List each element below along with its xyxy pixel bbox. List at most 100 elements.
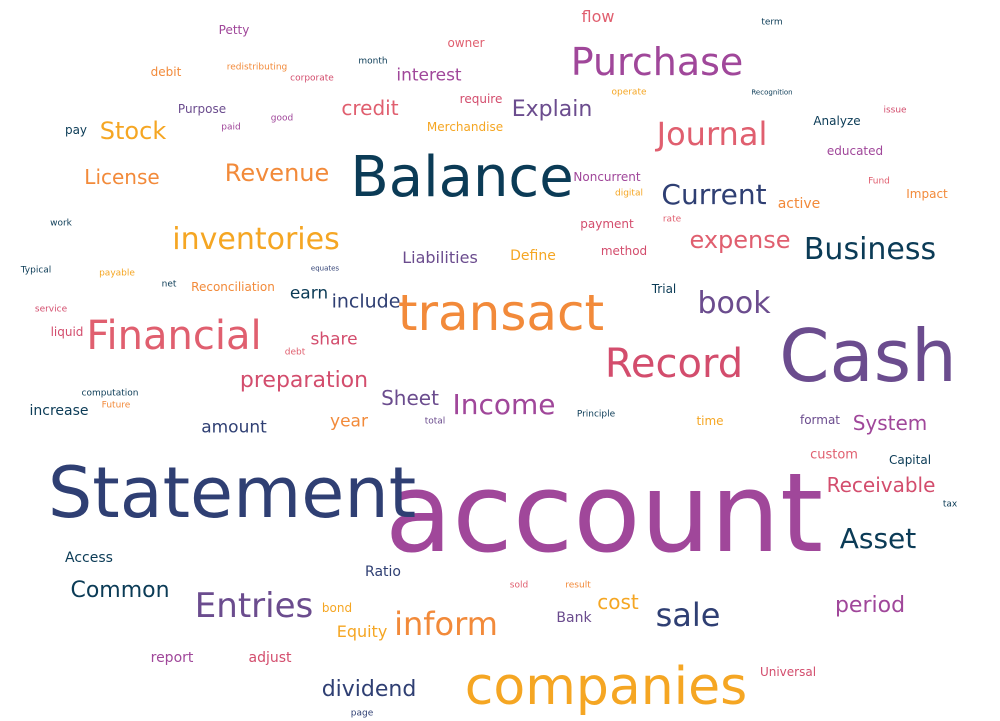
word-account: account [384, 449, 824, 577]
word-issue: issue [883, 105, 907, 116]
word-flow: flow [581, 7, 615, 26]
word-liquid: liquid [50, 325, 84, 339]
word-typical: Typical [20, 265, 52, 276]
word-common: Common [70, 578, 170, 603]
word-sale: sale [655, 596, 721, 634]
word-month: month [358, 56, 388, 67]
word-require: require [459, 92, 503, 106]
word-bond: bond [321, 601, 353, 615]
word-tax: tax [942, 499, 958, 510]
word-share: share [310, 329, 358, 350]
word-service: service [34, 304, 68, 315]
word-define: Define [510, 248, 556, 264]
word-include: include [331, 290, 401, 313]
word-credit: credit [341, 96, 399, 120]
word-transact: transact [397, 284, 605, 342]
word-reconciliation: Reconciliation [191, 280, 275, 294]
word-purchase: Purchase [570, 40, 744, 84]
word-work: work [50, 218, 72, 229]
word-record: Record [604, 341, 744, 387]
word-page: page [350, 708, 374, 719]
word-sold: sold [509, 580, 529, 591]
word-expense: expense [689, 226, 791, 254]
word-access: Access [65, 550, 113, 566]
word-ratio: Ratio [365, 564, 401, 580]
word-asset: Asset [839, 522, 917, 555]
word-digital: digital [615, 188, 643, 199]
word-time: time [696, 414, 724, 428]
word-active: active [777, 196, 821, 212]
word-report: report [150, 650, 194, 666]
word-inventories: inventories [172, 222, 340, 257]
word-interest: interest [396, 65, 462, 86]
word-companies: companies [464, 657, 748, 717]
word-receivable: Receivable [826, 473, 936, 497]
word-future: Future [101, 400, 131, 411]
word-journal: Journal [656, 115, 768, 153]
word-term: term [761, 17, 783, 28]
word-book: book [697, 286, 771, 321]
word-inform: inform [394, 605, 498, 643]
word-entries: Entries [194, 586, 314, 626]
word-payable: payable [99, 268, 135, 279]
word-preparation: preparation [239, 368, 369, 393]
word-fund: Fund [868, 176, 890, 187]
word-explain: Explain [511, 97, 593, 122]
word-debt: debt [284, 347, 306, 358]
word-income: Income [452, 388, 556, 421]
word-cash: Cash [779, 314, 957, 398]
word-capital: Capital [888, 453, 932, 467]
word-earn: earn [289, 283, 329, 304]
word-redistributing: redistributing [226, 62, 288, 73]
word-payment: payment [580, 217, 634, 231]
word-owner: owner [447, 36, 485, 50]
word-computation: computation [81, 388, 139, 399]
word-stock: Stock [99, 117, 167, 145]
word-liabilities: Liabilities [402, 248, 478, 267]
word-cost: cost [597, 590, 639, 614]
word-statement: Statement [47, 452, 417, 534]
word-equates: equates [310, 264, 340, 273]
word-business: Business [803, 232, 937, 267]
word-method: method [600, 244, 648, 258]
word-result: result [565, 580, 591, 591]
word-custom: custom [810, 447, 858, 463]
word-net: net [161, 279, 177, 290]
word-corporate: corporate [290, 73, 334, 84]
word-noncurrent: Noncurrent [573, 170, 641, 184]
word-system: System [852, 411, 928, 435]
word-petty: Petty [218, 23, 250, 37]
word-good: good [270, 113, 294, 124]
word-trial: Trial [651, 282, 677, 296]
word-bank: Bank [556, 610, 592, 626]
word-paid: paid [221, 122, 241, 133]
word-analyze: Analyze [813, 114, 861, 128]
word-current: Current [661, 178, 767, 211]
word-equity: Equity [336, 622, 388, 641]
word-debit: debit [150, 65, 182, 79]
word-merchandise: Merchandise [426, 120, 504, 134]
word-educated: educated [826, 144, 884, 158]
word-operate: operate [611, 87, 647, 98]
word-license: License [84, 165, 160, 189]
word-pay: pay [64, 123, 88, 137]
word-period: period [834, 593, 906, 618]
word-dividend: dividend [321, 677, 417, 702]
word-total: total [424, 416, 446, 427]
word-format: format [799, 413, 841, 427]
word-recognition: Recognition [751, 88, 793, 97]
word-revenue: Revenue [224, 159, 330, 187]
word-rate: rate [662, 214, 682, 225]
word-balance: Balance [350, 145, 574, 210]
word-universal: Universal [759, 665, 817, 679]
word-adjust: adjust [248, 650, 292, 666]
word-financial: Financial [86, 313, 262, 359]
word-purpose: Purpose [177, 102, 227, 116]
word-increase: increase [29, 403, 89, 419]
word-principle: Principle [576, 409, 616, 420]
word-amount: amount [201, 417, 267, 438]
word-year: year [330, 411, 368, 432]
word-sheet: Sheet [381, 386, 439, 410]
word-impact: Impact [906, 187, 948, 201]
